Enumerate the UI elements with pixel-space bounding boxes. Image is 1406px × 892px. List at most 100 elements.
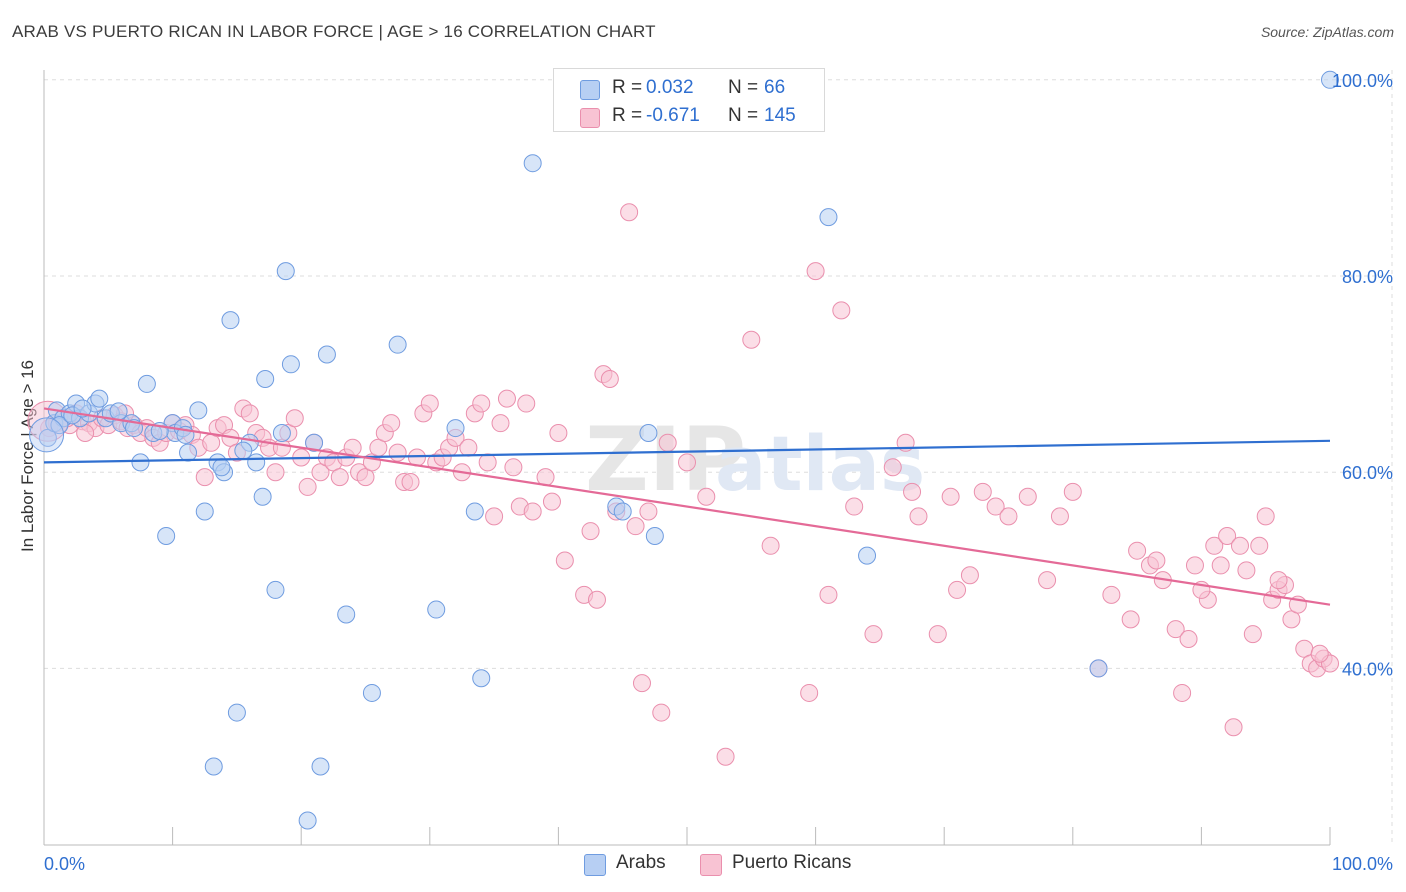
puerto-ricans-point bbox=[1063, 482, 1082, 501]
puerto-ricans-point bbox=[240, 404, 259, 423]
puerto-ricans-point bbox=[1230, 536, 1249, 555]
r-value-arabs: 0.032 bbox=[646, 77, 694, 98]
puerto-ricans-point bbox=[491, 414, 510, 433]
puerto-ricans-point bbox=[948, 580, 967, 599]
puerto-ricans-point bbox=[716, 747, 735, 766]
puerto-ricans-point bbox=[1173, 683, 1192, 702]
puerto-ricans-point bbox=[1218, 526, 1237, 545]
arabs-point bbox=[195, 502, 214, 521]
arabs-point bbox=[266, 580, 285, 599]
puerto-ricans-point bbox=[497, 389, 516, 408]
trend-lines bbox=[43, 407, 1331, 606]
puerto-ricans-point bbox=[1256, 507, 1275, 526]
y-tick-label-60: 60.0% bbox=[1342, 463, 1393, 483]
arabs-point bbox=[427, 600, 446, 619]
puerto-ricans-point bbox=[1018, 487, 1037, 506]
arabs-swatch bbox=[580, 80, 600, 100]
arabs-point bbox=[819, 208, 838, 227]
puerto-ricans-point bbox=[472, 394, 491, 413]
puerto-ricans-point bbox=[632, 674, 651, 693]
arabs-point bbox=[298, 811, 317, 830]
legend-row-puerto-ricans: R = -0.671 N = 145 bbox=[554, 101, 824, 129]
arabs-point bbox=[50, 416, 69, 435]
arabs-point bbox=[281, 355, 300, 374]
arabs-point bbox=[639, 423, 658, 442]
puerto-ricans-point bbox=[626, 517, 645, 536]
x-tick-label-start: 0.0% bbox=[44, 854, 85, 874]
arabs-point bbox=[212, 458, 231, 477]
puerto-ricans-point bbox=[549, 423, 568, 442]
puerto-ricans-point bbox=[697, 487, 716, 506]
puerto-ricans-point bbox=[459, 438, 478, 457]
arabs-point bbox=[109, 402, 128, 421]
puerto-ricans-point bbox=[819, 585, 838, 604]
tick-labels: 40.0% 60.0% 80.0% 100.0% 0.0% 100.0% bbox=[44, 71, 1393, 874]
arabs-point bbox=[523, 154, 542, 173]
puerto-ricans-point bbox=[903, 482, 922, 501]
arabs-point bbox=[645, 526, 664, 545]
puerto-ricans-point bbox=[1205, 536, 1224, 555]
arabs-point bbox=[131, 453, 150, 472]
puerto-ricans-point bbox=[864, 625, 883, 644]
series-legend: Arabs Puerto Ricans bbox=[0, 850, 1406, 880]
arabs-point bbox=[858, 546, 877, 565]
r-label: R = bbox=[612, 105, 643, 126]
arabs-point bbox=[472, 669, 491, 688]
puerto-ricans-point bbox=[999, 507, 1018, 526]
puerto-ricans-point bbox=[1102, 585, 1121, 604]
puerto-ricans-point bbox=[542, 492, 561, 511]
correlation-legend: R = 0.032 N = 66 R = -0.671 N = 145 bbox=[553, 68, 825, 132]
arabs-points bbox=[29, 70, 1339, 830]
puerto-ricans-point bbox=[1147, 551, 1166, 570]
puerto-ricans-point bbox=[266, 463, 285, 482]
arabs-point bbox=[179, 443, 198, 462]
n-label: N = bbox=[728, 77, 759, 98]
puerto-ricans-point bbox=[832, 301, 851, 320]
arabs-point bbox=[204, 757, 223, 776]
puerto-ricans-point bbox=[517, 394, 536, 413]
puerto-ricans-point bbox=[800, 683, 819, 702]
puerto-ricans-point bbox=[883, 458, 902, 477]
n-value-arabs: 66 bbox=[764, 77, 786, 98]
puerto-ricans-point bbox=[909, 507, 928, 526]
puerto-ricans-point bbox=[1269, 571, 1288, 590]
puerto-ricans-trend-line bbox=[43, 407, 1331, 606]
arabs-point bbox=[256, 370, 275, 389]
arabs-point bbox=[29, 417, 65, 453]
puerto-ricans-point bbox=[742, 330, 761, 349]
puerto-ricans-point bbox=[581, 522, 600, 541]
arabs-point bbox=[247, 453, 266, 472]
arabs-point bbox=[613, 502, 632, 521]
puerto-ricans-point bbox=[1224, 718, 1243, 737]
puerto-ricans-point bbox=[478, 453, 497, 472]
arabs-point bbox=[388, 335, 407, 354]
puerto-ricans-point bbox=[960, 566, 979, 585]
puerto-ricans-swatch bbox=[580, 108, 600, 128]
puerto-ricans-point bbox=[1243, 625, 1262, 644]
puerto-ricans-point bbox=[285, 409, 304, 428]
puerto-ricans-point bbox=[1211, 556, 1230, 575]
puerto-ricans-point bbox=[941, 487, 960, 506]
arabs-point bbox=[189, 401, 208, 420]
arabs-point bbox=[362, 683, 381, 702]
puerto-ricans-point bbox=[401, 473, 420, 492]
r-value-puerto-ricans: -0.671 bbox=[646, 105, 700, 126]
source-credit: Source: ZipAtlas.com bbox=[1260, 24, 1394, 40]
puerto-ricans-point bbox=[986, 497, 1005, 516]
puerto-ricans-point bbox=[928, 625, 947, 644]
puerto-ricans-point bbox=[639, 502, 658, 521]
puerto-ricans-point bbox=[330, 468, 349, 487]
puerto-ricans-point bbox=[973, 482, 992, 501]
arabs-point bbox=[1321, 70, 1339, 89]
arabs-swatch bbox=[584, 854, 606, 876]
puerto-ricans-swatch bbox=[700, 854, 722, 876]
puerto-ricans-point bbox=[761, 536, 780, 555]
arabs-point bbox=[305, 433, 324, 452]
puerto-ricans-point bbox=[485, 507, 504, 526]
puerto-ricans-point bbox=[420, 394, 439, 413]
arabs-point bbox=[317, 345, 336, 364]
puerto-ricans-point bbox=[1179, 629, 1198, 648]
puerto-ricans-point bbox=[555, 551, 574, 570]
arabs-trend-line bbox=[43, 439, 1331, 464]
puerto-ricans-point bbox=[658, 433, 677, 452]
